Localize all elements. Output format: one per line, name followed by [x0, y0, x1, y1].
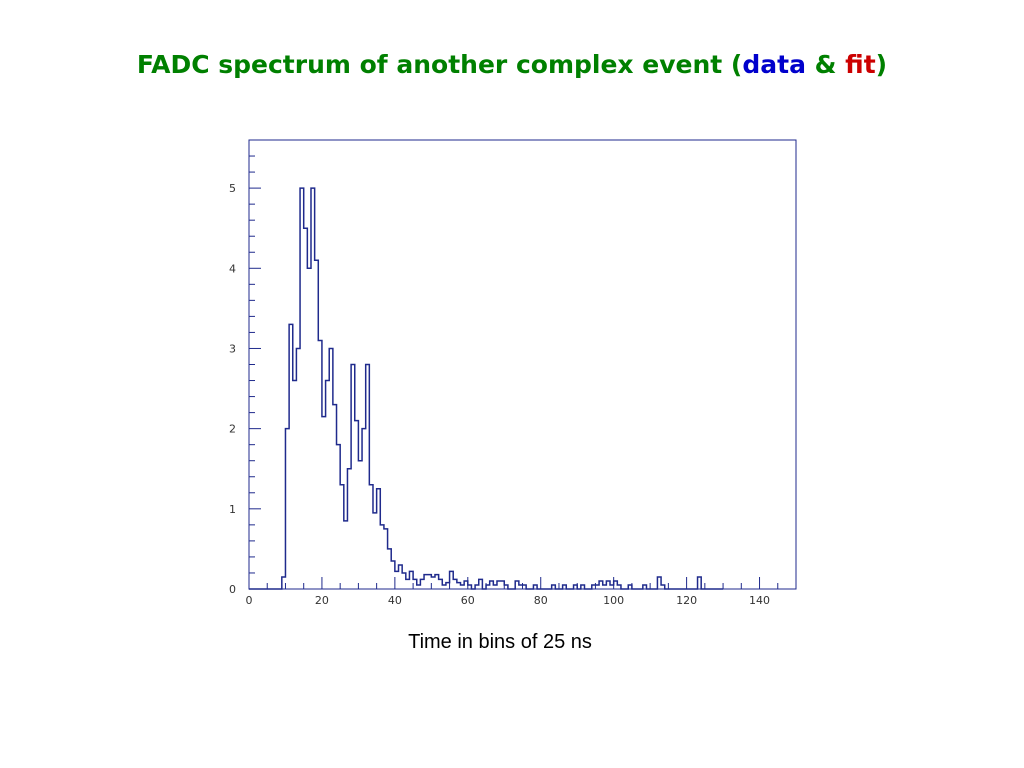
y-tick-label: 1 [229, 503, 236, 516]
x-axis-label: Time in bins of 25 ns [408, 631, 592, 653]
title-ampersand: & [805, 50, 846, 79]
plot-frame [248, 139, 797, 590]
title-data-word: data [742, 50, 806, 79]
x-tick-label: 20 [315, 594, 329, 607]
x-tick-label: 60 [461, 594, 475, 607]
x-tick-label: 140 [749, 594, 770, 607]
y-axis: 0 1 2 3 4 5 [229, 139, 261, 596]
histogram-series-line [249, 187, 724, 590]
slide-title: FADC spectrum of another complex event (… [0, 50, 1024, 79]
x-tick-label: 0 [246, 594, 253, 607]
x-axis: 0 20 40 60 80 100 120 140 [246, 577, 797, 607]
title-suffix: ) [875, 50, 888, 79]
x-tick-label: 100 [603, 594, 624, 607]
title-fit-word: fit [845, 50, 876, 79]
histogram-bins [249, 188, 723, 589]
title-prefix: FADC spectrum of another complex event ( [136, 50, 743, 79]
y-tick-label: 2 [229, 423, 236, 436]
x-tick-label: 40 [388, 594, 402, 607]
y-tick-label: 4 [229, 262, 236, 275]
y-tick-label: 5 [229, 182, 236, 195]
y-tick-label: 0 [229, 583, 236, 596]
y-tick-label: 3 [229, 342, 236, 355]
x-tick-label: 120 [676, 594, 697, 607]
x-tick-label: 80 [534, 594, 548, 607]
